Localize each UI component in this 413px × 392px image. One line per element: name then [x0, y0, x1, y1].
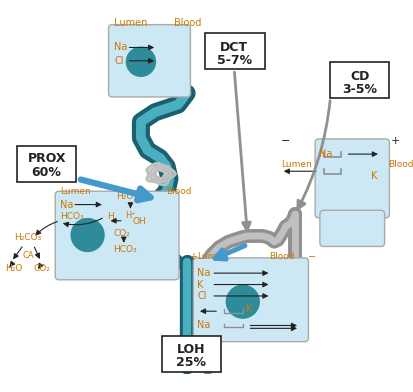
FancyBboxPatch shape	[330, 62, 389, 98]
Text: H₂O: H₂O	[116, 192, 133, 201]
Text: HCO₃: HCO₃	[60, 212, 83, 221]
Text: Na: Na	[197, 268, 210, 278]
Text: K: K	[370, 171, 377, 181]
Text: H: H	[107, 212, 114, 221]
Text: 3-5%: 3-5%	[342, 83, 377, 96]
Text: Na: Na	[318, 149, 332, 159]
Text: Na: Na	[60, 200, 73, 210]
Text: LOH: LOH	[177, 343, 205, 356]
Text: −: −	[307, 252, 315, 262]
Text: H₂O: H₂O	[5, 264, 22, 273]
Text: Cl: Cl	[114, 56, 123, 66]
Text: Blood: Blood	[165, 187, 191, 196]
Text: PROX: PROX	[27, 152, 66, 165]
Text: DCT: DCT	[220, 41, 248, 54]
Text: −: −	[280, 136, 290, 146]
Text: Blood: Blood	[387, 160, 413, 169]
Text: CA: CA	[23, 250, 34, 260]
Text: 5-7%: 5-7%	[216, 54, 251, 67]
FancyBboxPatch shape	[193, 258, 308, 342]
Text: Blood: Blood	[174, 18, 201, 28]
Text: HCO₃: HCO₃	[113, 245, 137, 254]
Text: Blood: Blood	[269, 252, 294, 261]
Text: Cl: Cl	[197, 291, 206, 301]
FancyBboxPatch shape	[108, 25, 190, 97]
FancyBboxPatch shape	[17, 145, 76, 182]
Text: CD: CD	[349, 69, 369, 83]
Text: 25%: 25%	[176, 356, 206, 369]
FancyBboxPatch shape	[319, 210, 384, 247]
Text: Na: Na	[197, 321, 210, 330]
Text: +: +	[389, 136, 399, 146]
FancyBboxPatch shape	[55, 191, 178, 280]
Text: Lumen: Lumen	[114, 18, 147, 28]
Text: Lumen: Lumen	[280, 160, 311, 169]
Text: H⁺: H⁺	[124, 211, 135, 220]
Circle shape	[126, 47, 156, 77]
FancyBboxPatch shape	[161, 336, 221, 372]
Text: H₂CO₃: H₂CO₃	[14, 233, 41, 242]
Circle shape	[70, 218, 104, 252]
FancyBboxPatch shape	[314, 139, 389, 218]
Text: Na: Na	[114, 42, 127, 53]
Text: K: K	[197, 279, 203, 290]
Text: OH: OH	[132, 217, 146, 226]
Text: 60%: 60%	[32, 166, 62, 179]
Text: CO₂: CO₂	[33, 264, 50, 273]
Text: +: +	[189, 252, 197, 262]
Text: Lumen: Lumen	[197, 252, 227, 261]
Text: K: K	[245, 304, 252, 314]
Text: Lumen: Lumen	[60, 187, 90, 196]
Text: CO₂: CO₂	[113, 229, 130, 238]
FancyBboxPatch shape	[204, 33, 264, 69]
Circle shape	[225, 285, 259, 319]
